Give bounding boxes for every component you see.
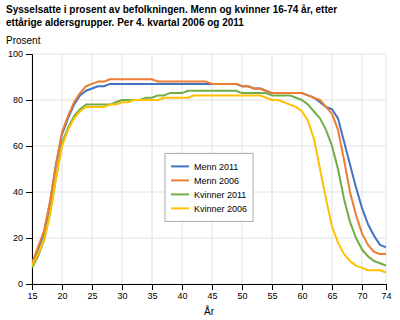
tick: 25 (87, 284, 97, 301)
tick-label: 45 (207, 291, 217, 301)
series-line (32, 91, 386, 268)
series-line (32, 95, 386, 272)
legend-label: Kvinner 2011 (194, 190, 246, 200)
tick-mark (362, 284, 363, 290)
axis-domain (33, 285, 387, 291)
tick: 60 (297, 284, 307, 301)
chart: Sysselsatte i prosent av befolkningen. M… (0, 0, 400, 320)
tick-mark (386, 284, 387, 290)
grid-line-x (386, 54, 387, 284)
grid-line-y (32, 238, 386, 239)
tick-mark (92, 284, 93, 290)
grid (32, 54, 386, 284)
legend-swatch (171, 179, 189, 181)
tick-mark (242, 284, 243, 290)
tick-label: 40 (13, 187, 23, 197)
y-axis-title: Prosent (6, 35, 41, 46)
lines (32, 79, 386, 272)
legend-swatch (171, 165, 189, 167)
tick: 0 (18, 279, 32, 289)
tick-mark (272, 284, 273, 290)
tick: 65 (327, 284, 337, 301)
tick-label: 74 (381, 291, 391, 301)
grid-line-x (152, 54, 153, 284)
tick: 74 (381, 284, 391, 301)
tick-label: 30 (117, 291, 127, 301)
tick: 35 (147, 284, 157, 301)
legend-label: Kvinner 2006 (194, 204, 247, 214)
tick-mark (152, 284, 153, 290)
tick-label: 0 (18, 279, 23, 289)
chart-container: Sysselsatte i prosent av befolkningen. M… (0, 0, 400, 320)
tick-label: 20 (57, 291, 67, 301)
x-axis: 15 20 25 30 35 40 45 50 55 60 65 70 74 (27, 284, 391, 301)
grid-line-x (332, 54, 333, 284)
tick-label: 25 (87, 291, 97, 301)
legend: Menn 2011 Menn 2006 Kvinner 2011 Kvinner 20… (165, 153, 253, 221)
tick-mark (26, 192, 32, 193)
tick-label: 35 (147, 291, 157, 301)
tick-mark (26, 100, 32, 101)
tick: 80 (13, 95, 32, 105)
series-line (32, 84, 386, 263)
tick: 45 (207, 284, 217, 301)
tick: 30 (117, 284, 127, 301)
legend-swatch (171, 193, 189, 195)
tick: 40 (177, 284, 187, 301)
x-axis-title: År (204, 305, 215, 317)
legend-label: Menn 2011 (194, 162, 238, 172)
tick-label: 60 (297, 291, 307, 301)
legend-frame (165, 153, 253, 221)
tick-mark (182, 284, 183, 290)
tick-mark (332, 284, 333, 290)
tick-label: 60 (13, 141, 23, 151)
tick: 20 (13, 233, 32, 243)
grid-line-x (62, 54, 63, 284)
legend-label: Menn 2006 (194, 176, 239, 186)
grid-line-x (272, 54, 273, 284)
tick-mark (62, 284, 63, 290)
tick-label: 50 (237, 291, 247, 301)
tick-mark (26, 284, 32, 285)
tick-label: 55 (267, 291, 277, 301)
plot: 15 20 25 30 35 40 45 50 55 60 65 70 74 0 20 40 60 80 100 Me… (8, 49, 392, 301)
tick-label: 15 (27, 291, 37, 301)
tick-label: 80 (13, 95, 23, 105)
tick-label: 65 (327, 291, 337, 301)
legend-swatch (171, 207, 189, 209)
tick-mark (122, 284, 123, 290)
tick: 50 (237, 284, 247, 301)
tick-mark (26, 238, 32, 239)
axis-domain (26, 55, 33, 285)
title: Sysselsatte i prosent av befolkningen. M… (6, 4, 337, 15)
grid-line-x (122, 54, 123, 284)
y-axis: 0 20 40 60 80 100 (8, 49, 33, 289)
tick: 15 (27, 284, 37, 301)
subtitle: ettårige aldersgrupper. Per 4. kvartal 2… (6, 17, 244, 28)
tick: 40 (13, 187, 32, 197)
grid-line-y (32, 100, 386, 101)
grid-line-x (302, 54, 303, 284)
tick: 55 (267, 284, 277, 301)
tick: 70 (357, 284, 367, 301)
tick: 60 (13, 141, 32, 151)
tick: 100 (8, 49, 32, 59)
tick-mark (26, 146, 32, 147)
tick-mark (26, 54, 32, 55)
tick-mark (212, 284, 213, 290)
titles: Sysselsatte i prosent av befolkningen. M… (6, 4, 337, 28)
tick: 20 (57, 284, 67, 301)
grid-line-y (32, 54, 386, 55)
tick-label: 40 (177, 291, 187, 301)
tick-mark (302, 284, 303, 290)
tick-label: 70 (357, 291, 367, 301)
tick-label: 20 (13, 233, 23, 243)
tick-label: 100 (8, 49, 23, 59)
